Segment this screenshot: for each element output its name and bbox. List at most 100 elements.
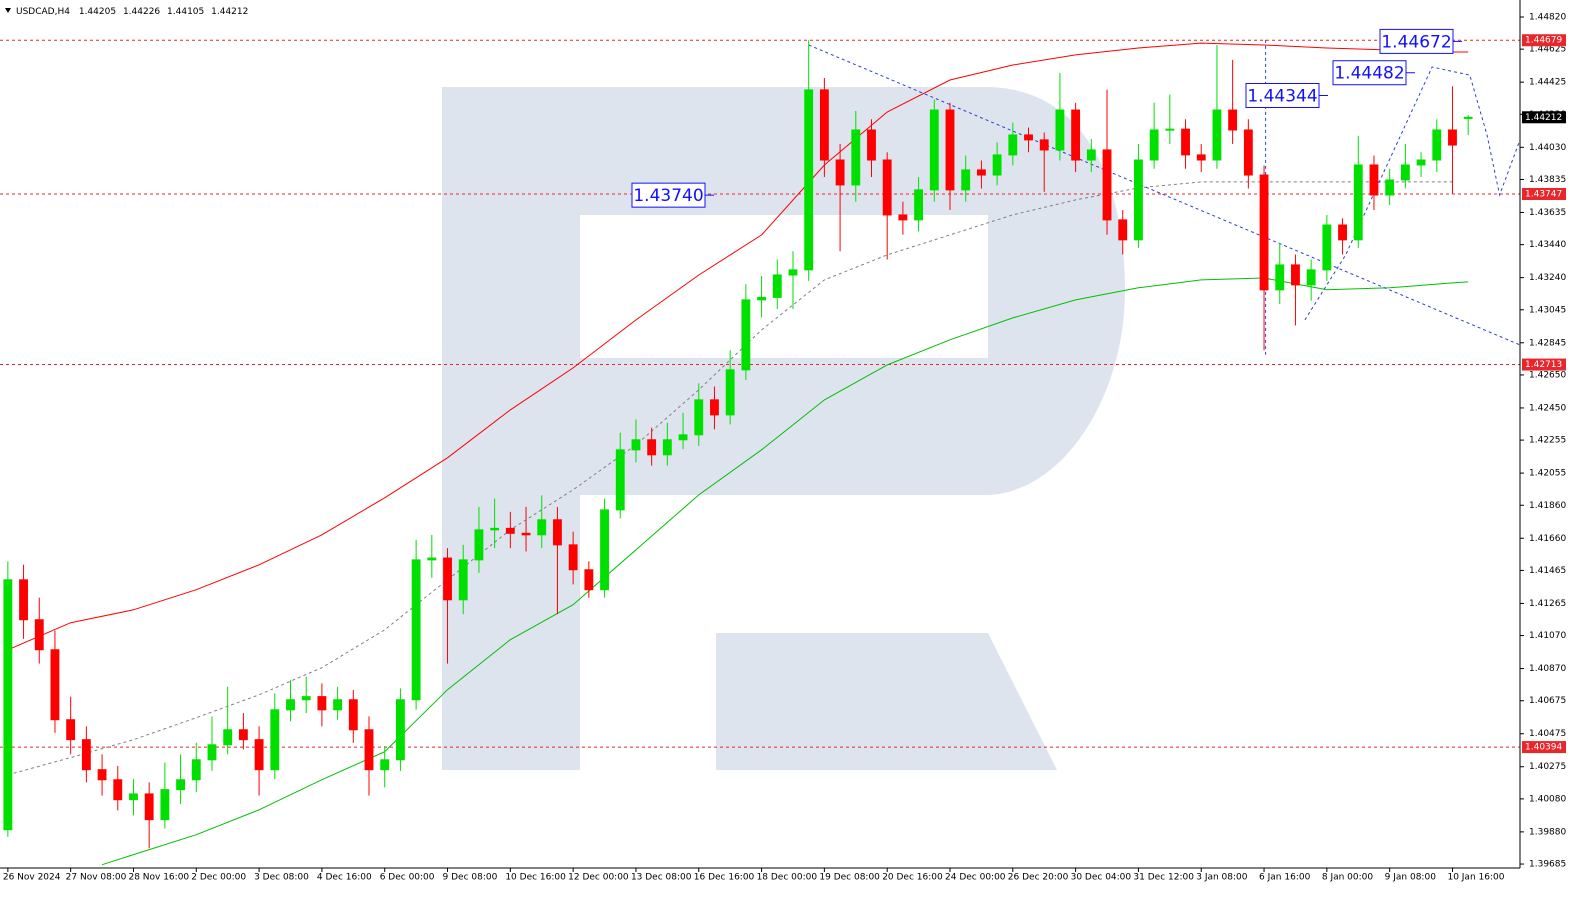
watermark: [442, 87, 1125, 770]
candle-body: [97, 769, 107, 781]
candle-body: [1353, 164, 1363, 241]
candle-body: [1448, 129, 1457, 146]
x-tick-label: 3 Dec 08:00: [254, 873, 309, 883]
candle-body: [1118, 219, 1128, 241]
level-price-box: [1522, 187, 1566, 200]
y-tick-label: 1.43835: [1529, 175, 1566, 185]
candle-body: [1039, 139, 1049, 151]
x-tick-label: 30 Dec 04:00: [1071, 873, 1132, 883]
candle-body: [678, 434, 688, 441]
x-tick-label: 24 Dec 00:00: [945, 873, 1006, 883]
x-tick-label: 9 Jan 08:00: [1385, 873, 1437, 883]
x-tick-label: 19 Dec 08:00: [819, 873, 880, 883]
indicator-line: [1304, 66, 1521, 321]
x-tick-label: 2 Dec 00:00: [191, 873, 246, 883]
candle-body: [521, 532, 531, 536]
x-tick-label: 8 Jan 00:00: [1322, 873, 1374, 883]
candle-body: [364, 729, 374, 771]
level-price-box: [1522, 741, 1566, 754]
candle-body: [898, 214, 908, 221]
candle-body: [395, 699, 405, 761]
candle-body: [600, 509, 609, 591]
candle-body: [615, 449, 625, 511]
annotation-label: 1.44672: [1381, 32, 1451, 52]
candle-body: [819, 89, 829, 161]
candle-body: [929, 109, 939, 191]
candle-body: [3, 579, 13, 831]
candle-body: [537, 519, 547, 536]
level-price-label: 1.43747: [1525, 189, 1562, 199]
x-tick-label: 6 Jan 16:00: [1259, 873, 1311, 883]
x-tick-label: 12 Dec 00:00: [568, 873, 629, 883]
candle-body: [647, 439, 657, 456]
candle-body: [1259, 174, 1269, 291]
y-tick-label: 1.40080: [1529, 794, 1566, 804]
y-tick-label: 1.44625: [1529, 45, 1566, 55]
candle-body: [160, 789, 170, 821]
candle-body: [1369, 164, 1379, 196]
candle-body: [1212, 109, 1222, 161]
candle-body: [788, 269, 798, 276]
x-tick-label: 3 Jan 08:00: [1196, 873, 1248, 883]
y-tick-label: 1.42255: [1529, 436, 1566, 446]
candle-body: [882, 159, 892, 216]
candle-body: [1432, 129, 1442, 161]
candle-body: [1228, 109, 1238, 131]
header-low: 1.44105: [167, 7, 204, 17]
x-tick-label: 18 Dec 00:00: [757, 873, 818, 883]
annotation: 1.44344: [1245, 83, 1328, 109]
header-high: 1.44226: [123, 7, 160, 17]
watermark-logo: [716, 633, 1057, 770]
candle-body: [914, 189, 924, 221]
annotation-box: [1245, 83, 1320, 109]
candle-body: [1071, 109, 1081, 161]
level-price-label: 1.40394: [1525, 743, 1562, 753]
candle-body: [505, 527, 515, 534]
header-open: 1.44205: [79, 7, 116, 17]
indicator-line: [7, 181, 1453, 776]
candle-body: [458, 559, 468, 601]
header-close: 1.44212: [211, 7, 248, 17]
y-tick-label: 1.40870: [1529, 664, 1566, 674]
x-tick-label: 16 Dec 16:00: [694, 873, 755, 883]
candle-body: [804, 89, 814, 271]
candle-body: [1134, 159, 1143, 241]
x-tick-label: 13 Dec 08:00: [631, 873, 692, 883]
candle-body: [1055, 109, 1065, 151]
y-tick-label: 1.41860: [1529, 501, 1566, 511]
y-tick-label: 1.44425: [1529, 78, 1566, 88]
level-price-box: [1522, 34, 1566, 47]
candle-body: [867, 129, 876, 161]
candle-body: [144, 793, 154, 821]
menu-arrow[interactable]: [5, 8, 11, 13]
candle-body: [411, 559, 421, 701]
x-tick-label: 10 Jan 16:00: [1447, 873, 1504, 883]
y-tick-label: 1.42450: [1529, 403, 1566, 413]
annotation: 1.43740: [631, 182, 714, 208]
candle-body: [1463, 116, 1473, 119]
candle-body: [223, 729, 233, 746]
candle-body: [443, 557, 452, 601]
y-tick-label: 1.44820: [1529, 12, 1566, 22]
y-tick-label: 1.39685: [1529, 860, 1566, 870]
candle-body: [976, 169, 986, 176]
x-tick-label: 6 Dec 00:00: [380, 873, 435, 883]
candle-body: [631, 439, 641, 451]
candle-body: [992, 154, 1002, 176]
candle-body: [1181, 128, 1190, 156]
candle-body: [333, 699, 343, 711]
y-tick-label: 1.43240: [1529, 273, 1566, 283]
candle-body: [851, 129, 861, 186]
y-tick-label: 1.44030: [1529, 143, 1566, 153]
candle-body: [1291, 264, 1300, 286]
annotation-label: 1.43740: [633, 186, 703, 206]
y-tick-label: 1.40675: [1529, 696, 1566, 706]
candle-body: [50, 649, 60, 721]
x-tick-label: 26 Nov 2024: [3, 873, 61, 883]
candle-body: [129, 793, 138, 801]
candle-body: [1086, 149, 1096, 161]
candle-body: [66, 719, 76, 741]
candle-body: [113, 779, 123, 801]
level-price-label: 1.44679: [1525, 36, 1562, 46]
y-tick-label: 1.39880: [1529, 827, 1566, 837]
